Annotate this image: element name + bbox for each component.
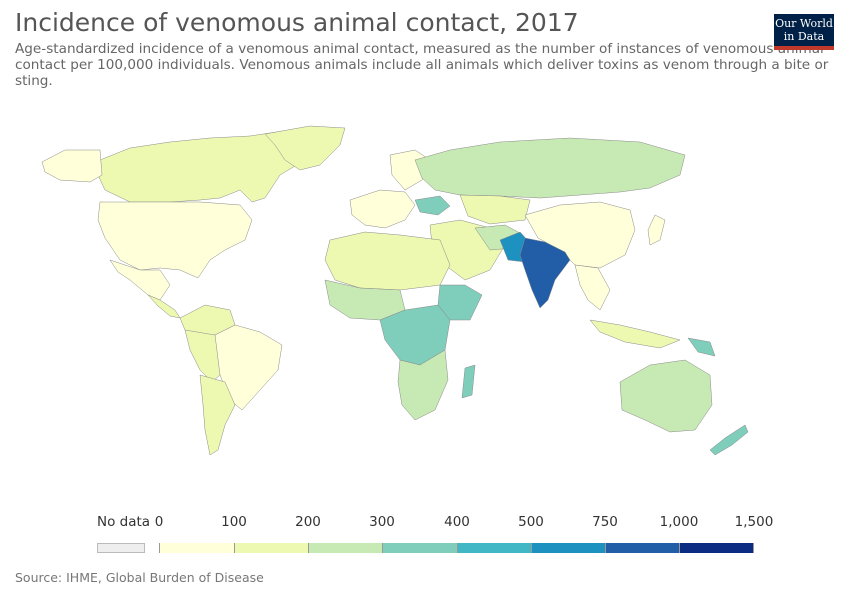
country-southern-africa[interactable] [397,349,449,421]
country-western-europe[interactable] [349,189,416,229]
country-papua-new-guinea[interactable] [687,337,716,357]
world-map [41,125,749,456]
legend-tick [605,543,606,553]
legend-bin-5 [531,543,605,553]
country-new-zealand[interactable] [709,424,749,456]
legend-tick-label-6: 750 [592,514,618,530]
country-russia[interactable] [414,137,686,199]
chart-title: Incidence of venomous animal contact, 20… [15,8,579,37]
country-ukraine[interactable] [414,195,451,216]
legend-tick-label-2: 200 [295,514,321,530]
legend-tick [382,543,383,553]
legend-tick-label-5: 500 [518,514,544,530]
legend-tick-label-4: 400 [444,514,470,530]
country-southeast-asia[interactable] [574,264,611,311]
legend-no-data-swatch [97,543,145,553]
legend-tick [457,543,458,553]
country-greenland[interactable] [264,125,346,171]
country-indonesia[interactable] [589,319,681,349]
logo-line-2: in Data [783,30,825,43]
legend-bin-0 [159,543,234,553]
legend-tick [308,543,309,553]
owid-logo[interactable]: Our World in Data [774,14,834,50]
legend-tick [531,543,532,553]
legend-bin-3 [382,543,457,553]
logo-line-1: Our World [775,17,833,30]
country-australia[interactable] [619,359,713,433]
country-india[interactable] [519,237,571,309]
legend-tick-label-8: 1,500 [734,514,774,530]
country-japan[interactable] [647,214,666,246]
country-madagascar[interactable] [461,364,476,399]
legend-bin-2 [308,543,382,553]
legend-tick-label-0: 0 [154,514,164,530]
source-note: Source: IHME, Global Burden of Disease [15,570,264,585]
legend-no-data-label: No data [97,514,151,530]
legend-tick-label-1: 100 [221,514,247,530]
legend-tick [679,543,680,553]
country-peru-bolivia[interactable] [184,329,221,383]
country-alaska[interactable] [41,149,103,183]
legend-tick [159,543,160,553]
country-argentina-chile[interactable] [199,374,236,456]
chart-subtitle: Age-standardized incidence of a venomous… [15,41,829,89]
legend-tick-label-7: 1,000 [659,514,699,530]
country-central-america[interactable] [147,294,181,319]
legend-tick [753,543,754,553]
country-usa[interactable] [97,201,253,279]
country-north-africa[interactable] [324,231,451,291]
legend-tick [234,543,235,553]
legend-tick-label-3: 300 [369,514,395,530]
legend-bin-1 [234,543,308,553]
legend-bin-6 [605,543,679,553]
legend-bin-7 [679,543,754,553]
country-kazakhstan[interactable] [459,194,531,225]
legend-bin-4 [457,543,531,553]
